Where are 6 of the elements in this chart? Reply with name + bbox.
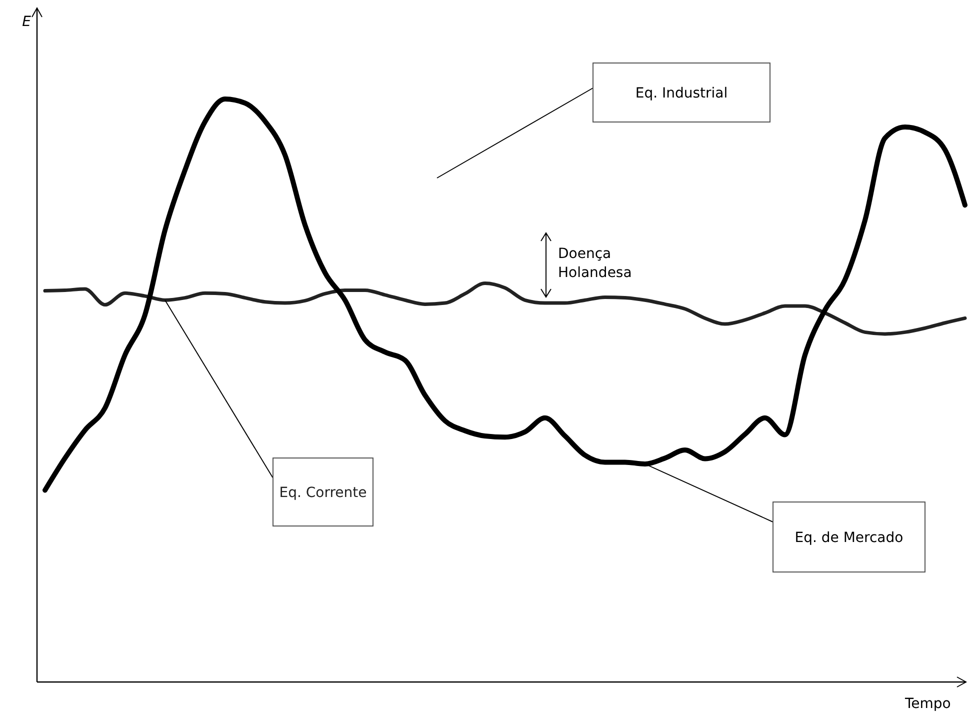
y-axis-title: E [22,14,32,30]
annotation: Doença Holandesa [558,246,632,281]
annotation: Eq. Industrial [635,86,728,102]
text: Eq. de Mercado [794,530,904,546]
text: Eq. Corrente [279,485,367,501]
x-axis-title: Tempo [904,696,951,712]
